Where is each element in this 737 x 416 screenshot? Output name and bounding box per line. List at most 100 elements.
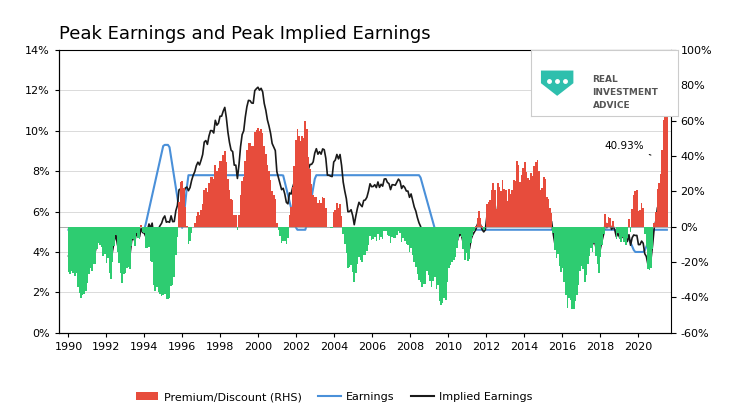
Bar	[257, 128, 259, 227]
Bar	[296, 129, 298, 227]
Bar	[80, 227, 82, 298]
Bar	[621, 227, 622, 242]
Bar	[431, 227, 433, 287]
Bar	[181, 181, 183, 227]
Bar	[75, 227, 77, 273]
Bar	[541, 188, 543, 227]
Bar	[514, 181, 516, 227]
Bar	[495, 209, 497, 227]
Bar	[271, 191, 273, 227]
Bar	[635, 191, 636, 227]
Bar	[126, 227, 128, 268]
Bar	[595, 227, 597, 256]
Bar	[593, 227, 595, 243]
Bar	[199, 215, 200, 227]
Bar	[307, 157, 310, 227]
Bar	[189, 227, 191, 240]
Bar	[534, 166, 535, 227]
Bar	[440, 227, 442, 305]
Bar	[223, 155, 224, 227]
Bar	[263, 146, 265, 227]
Bar	[298, 136, 300, 227]
Bar	[666, 114, 668, 227]
Bar	[219, 161, 221, 227]
Bar	[290, 207, 292, 227]
Bar	[276, 223, 278, 227]
Bar	[123, 227, 125, 274]
Bar	[251, 146, 253, 227]
Bar	[596, 227, 598, 264]
Bar	[563, 227, 565, 282]
Bar	[578, 227, 579, 285]
Bar	[202, 203, 203, 227]
Bar	[650, 227, 652, 268]
Bar	[268, 171, 270, 227]
Bar	[77, 227, 79, 287]
Bar	[385, 227, 387, 231]
Bar	[472, 227, 473, 235]
Bar	[200, 210, 202, 227]
Bar	[396, 227, 398, 235]
Bar	[469, 227, 470, 259]
Bar	[144, 227, 145, 233]
Bar	[388, 227, 390, 236]
Bar	[448, 227, 450, 268]
Bar	[167, 227, 169, 299]
Bar	[137, 227, 139, 238]
Bar	[604, 214, 606, 227]
Bar	[538, 171, 539, 227]
Bar	[412, 227, 413, 255]
Bar	[128, 227, 129, 267]
Bar	[254, 132, 256, 227]
Bar	[411, 227, 412, 248]
Bar	[216, 171, 217, 227]
Bar	[427, 227, 429, 275]
Bar	[133, 227, 134, 239]
Bar	[565, 227, 567, 295]
Bar	[502, 180, 503, 227]
Bar	[629, 227, 632, 232]
Bar	[88, 227, 90, 274]
Bar	[336, 203, 338, 227]
Bar	[343, 227, 344, 234]
Bar	[203, 190, 205, 227]
Bar	[139, 227, 140, 239]
Bar	[252, 146, 254, 227]
Bar	[145, 227, 147, 248]
Bar	[545, 179, 546, 227]
Bar	[107, 227, 109, 258]
Bar	[437, 227, 439, 285]
Bar	[466, 227, 467, 253]
Bar	[310, 168, 311, 227]
Bar	[505, 191, 506, 227]
Bar	[571, 227, 573, 309]
Bar	[554, 227, 556, 250]
Bar	[425, 227, 426, 284]
Bar	[232, 200, 234, 227]
Bar	[300, 141, 301, 227]
Bar	[523, 168, 524, 227]
Bar	[436, 227, 437, 289]
Bar	[340, 216, 343, 227]
Bar	[383, 227, 385, 231]
Bar	[321, 203, 322, 227]
Bar	[90, 227, 91, 268]
Bar	[178, 202, 180, 227]
Bar	[374, 227, 376, 238]
Bar	[477, 218, 478, 227]
Bar	[524, 162, 525, 227]
Bar	[508, 189, 510, 227]
PathPatch shape	[541, 71, 573, 96]
Text: ADVICE: ADVICE	[593, 101, 630, 109]
Bar	[556, 227, 557, 258]
Bar	[552, 227, 554, 233]
Bar	[525, 172, 527, 227]
Bar	[85, 227, 87, 291]
Bar	[270, 180, 271, 227]
Bar	[161, 227, 162, 296]
Bar	[489, 200, 491, 227]
Bar	[660, 174, 661, 227]
Bar	[582, 227, 584, 269]
Bar	[609, 218, 611, 227]
Bar	[407, 227, 409, 245]
